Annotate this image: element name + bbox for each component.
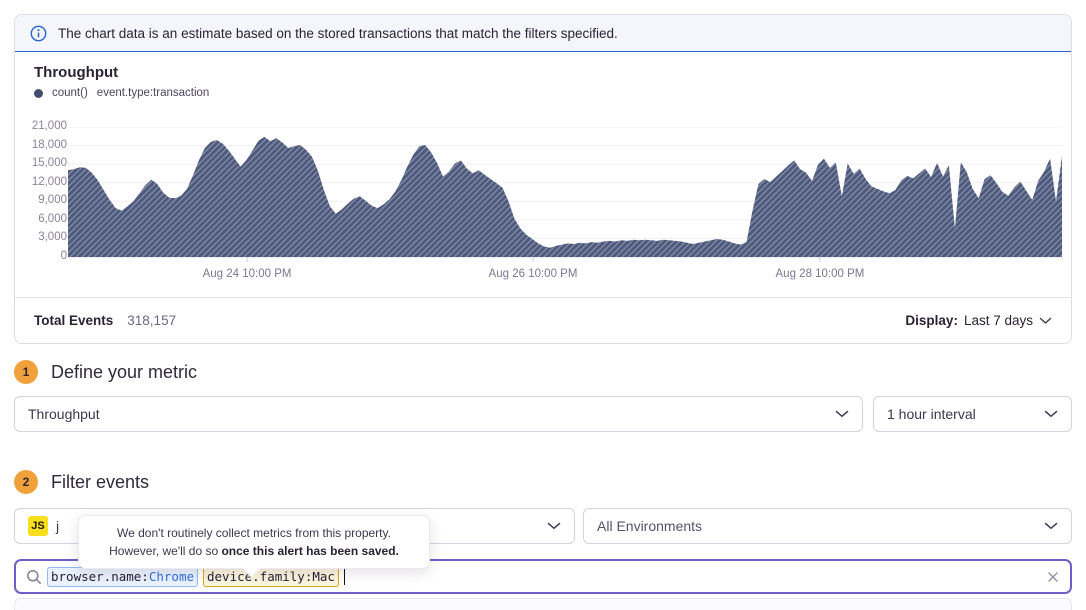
step-1-title: Define your metric [51,361,198,382]
tooltip-line-2: However, we'll do so once this alert has… [109,544,399,558]
legend-query-label: event.type:transaction [96,87,210,99]
y-axis-label: 18,000 [31,138,67,151]
throughput-area-chart [68,127,1062,262]
search-dropdown-edge [14,598,1072,610]
y-axis-label: 21,000 [31,120,67,132]
info-banner-text: The chart data is an estimate based on t… [58,25,618,41]
filter-token-device-family[interactable]: device.family:Mac [203,566,339,587]
chevron-down-icon [835,410,849,418]
tooltip-line-1: We don't routinely collect metrics from … [117,526,391,540]
y-axis-labels: 0 3,000 6,000 9,000 12,000 15,000 18,000 21,000 [25,120,67,267]
total-events: Total Events 318,157 [34,313,176,328]
y-axis-label: 15,000 [31,157,67,170]
text-cursor [343,568,346,585]
info-icon [30,25,47,41]
total-events-value: 318,157 [127,313,177,328]
display-value: Last 7 days [963,313,1033,328]
chevron-down-icon [1044,410,1058,418]
display-label: Display: [905,313,958,328]
x-axis-labels: Aug 24 10:00 PM Aug 26 10:00 PM Aug 28 10:… [68,268,1062,284]
metric-select-value: Throughput [28,406,100,422]
total-events-label: Total Events [34,313,114,328]
metrics-info-tooltip: We don't routinely collect metrics from … [78,515,430,569]
metric-select[interactable]: Throughput [14,396,863,432]
legend-series-label: count() [52,87,88,99]
y-axis-label: 9,000 [38,194,67,207]
chart-legend: count() event.type:transaction [34,87,1052,99]
y-axis-label: 0 [60,250,67,262]
step-2-header: 2 Filter events [14,470,149,494]
step-2-title: Filter events [51,471,150,492]
y-axis-label: 12,000 [31,175,67,188]
clear-search-button[interactable] [1046,570,1060,584]
interval-select[interactable]: 1 hour interval [873,396,1072,432]
x-axis-label: Aug 28 10:00 PM [775,268,865,280]
y-axis-label: 3,000 [38,231,67,244]
legend-series-dot [34,88,43,98]
environment-select[interactable]: All Environments [583,508,1072,544]
y-axis-label: 6,000 [38,212,67,225]
throughput-chart-card: The chart data is an estimate based on t… [14,14,1072,344]
interval-select-value: 1 hour interval [887,406,976,422]
step-1-badge: 1 [14,360,38,384]
project-select-value: j [56,518,60,534]
chevron-down-icon [1039,317,1052,324]
environment-select-value: All Environments [597,518,703,534]
filter-token-browser-name[interactable]: browser.name:Chrome [47,566,198,587]
chart-header: Throughput count() event.type:transactio… [15,52,1071,99]
chart-title: Throughput [34,64,119,81]
x-axis-label: Aug 24 10:00 PM [202,268,292,280]
step-1-header: 1 Define your metric [14,360,197,384]
chevron-down-icon [547,522,561,530]
step-2-badge: 2 [14,470,38,494]
javascript-platform-icon: JS [28,516,48,536]
close-icon [1048,571,1058,582]
x-axis-label: Aug 26 10:00 PM [488,268,578,280]
info-banner: The chart data is an estimate based on t… [15,15,1071,52]
chart-footer: Total Events 318,157 Display: Last 7 day… [15,297,1071,343]
chevron-down-icon [1044,522,1058,530]
display-range-selector[interactable]: Display: Last 7 days [905,313,1052,328]
search-icon [27,569,41,584]
